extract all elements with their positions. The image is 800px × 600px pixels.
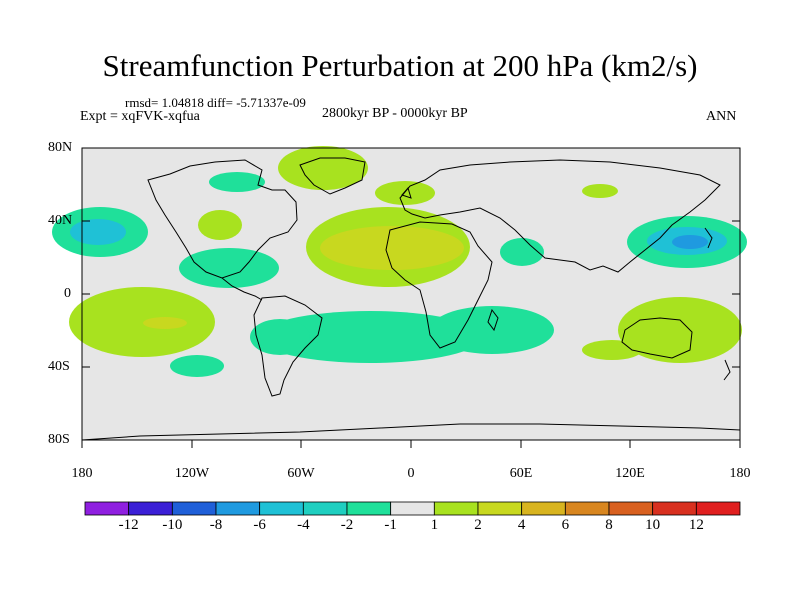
lon-label-60w: 60W: [287, 466, 315, 481]
lon-label-120w: 120W: [174, 466, 210, 481]
lat-label-80n: 80N: [48, 140, 73, 155]
coast-eurasia: [399, 159, 721, 273]
coast-japan: [704, 227, 713, 249]
coast-greenland: [299, 157, 366, 195]
contour-neg-canada: [209, 172, 265, 192]
colorbar-box: [433, 501, 479, 516]
colorbar-box: [259, 501, 304, 516]
colorbar-box: [477, 501, 523, 516]
lat-label-40n: 40N: [48, 213, 73, 228]
coast-madagascar: [487, 308, 499, 332]
contour-neg-eastpac-core: [70, 219, 126, 245]
colorbar-box: [215, 501, 261, 516]
contour-pos-siberia: [582, 184, 618, 198]
contour-neg-arctic: [278, 146, 368, 190]
colorbar-box: [390, 501, 435, 516]
lat-label-0: 0: [64, 286, 71, 301]
colorbar-label: -2: [340, 517, 354, 533]
colorbar-box: [564, 501, 610, 516]
colorbar-box: [84, 501, 130, 516]
colorbar-label: -12: [118, 517, 139, 533]
lon-label-60e: 60E: [509, 466, 533, 481]
coast-north-america: [147, 159, 298, 279]
contour-neg-westpac-core2: [672, 235, 708, 249]
contour-neg-mexico: [179, 248, 279, 288]
coast-uk: [401, 186, 412, 199]
season-label: ANN: [706, 109, 737, 124]
coastlines: [81, 157, 741, 441]
contour-pos-atlantic-core: [320, 226, 464, 270]
contour-neg-atlantic-s: [258, 311, 482, 363]
colorbar-box: [128, 501, 173, 516]
colorbar-box: [302, 501, 348, 516]
contour-pos-indian-s: [582, 340, 642, 360]
contour-pos-australia: [618, 297, 742, 363]
colorbar-box: [521, 501, 566, 516]
colorbar-box: [652, 501, 697, 516]
experiment-label: Expt = xqFVK-xqfua: [80, 109, 200, 124]
contour-pos-alaska: [198, 210, 242, 240]
contour-pos-centralpac-core: [143, 317, 187, 329]
colorbar-label: 12: [688, 517, 704, 533]
lat-label-40s: 40S: [48, 359, 70, 374]
coast-south-america: [253, 295, 323, 397]
colorbar-box: [346, 501, 392, 516]
chart-title: Streamfunction Perturbation at 200 hPa (…: [102, 48, 698, 83]
coast-australia: [621, 317, 693, 359]
coast-africa: [385, 221, 493, 349]
colorbar-label: 4: [517, 517, 526, 533]
period-subtitle: 2800kyr BP - 0000kyr BP: [322, 106, 468, 121]
lon-label-0: 0: [407, 466, 415, 481]
contour-neg-southpac: [170, 355, 224, 377]
lon-label-120e: 120E: [615, 466, 645, 481]
rmsd-diff-stats: rmsd= 1.04818 diff= -5.71337e-09: [125, 95, 306, 110]
colorbar-label: 2: [474, 517, 482, 533]
colorbar-label: -8: [209, 517, 223, 533]
lon-label-180e: 180: [729, 466, 751, 481]
colorbar-label: 10: [645, 517, 661, 533]
coast-newzealand: [723, 359, 731, 381]
axis-ticks: [81, 147, 741, 448]
contour-fields: [52, 146, 747, 377]
colorbar-label: 6: [561, 517, 570, 533]
lat-label-80s: 80S: [48, 432, 70, 447]
lon-label-180w: 180: [71, 466, 93, 481]
colorbar-label: -6: [253, 517, 266, 533]
colorbar-label: -4: [297, 517, 310, 533]
colorbar-box: [608, 501, 654, 516]
colorbar-label: -1: [384, 517, 397, 533]
colorbar: [84, 501, 741, 516]
contour-pos-centralpac: [69, 287, 215, 357]
colorbar-box: [171, 501, 217, 516]
contour-neg-arabia: [500, 238, 544, 266]
coast-central-america: [221, 277, 263, 301]
colorbar-label: -10: [162, 517, 183, 533]
contour-neg-samer: [250, 319, 310, 355]
colorbar-box: [695, 501, 741, 516]
contour-neg-indian: [430, 306, 554, 354]
colorbar-label: 8: [605, 517, 613, 533]
coast-antarctica: [81, 423, 741, 441]
contour-pos-europe: [375, 181, 435, 205]
colorbar-label: 1: [430, 517, 439, 533]
